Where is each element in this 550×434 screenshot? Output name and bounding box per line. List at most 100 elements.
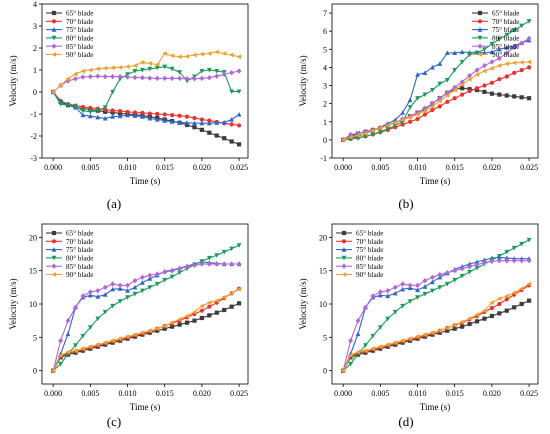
data-point — [429, 288, 435, 294]
data-point — [363, 129, 368, 135]
data-point — [385, 316, 391, 322]
data-point — [80, 333, 86, 339]
x-axis-label: Time (s) — [130, 402, 160, 412]
data-point — [110, 65, 115, 71]
data-point — [117, 73, 123, 80]
data-point — [526, 96, 532, 101]
data-point — [155, 111, 160, 117]
data-point — [504, 74, 509, 79]
data-point — [87, 292, 93, 298]
legend-label: 90° blade — [66, 51, 93, 59]
chart-panel-3: 0.000 0.005 0.010 0.015 0.020 0.025 0 5 10 15 20 Ti… — [298, 223, 539, 412]
data-point — [377, 129, 383, 135]
data-point — [236, 142, 242, 147]
y-tick-label: -1 — [30, 110, 37, 119]
x-tick-label: 0.005 — [371, 389, 389, 398]
data-point — [504, 61, 509, 67]
data-point — [214, 310, 219, 315]
data-point — [229, 261, 235, 267]
data-point — [184, 114, 190, 119]
data-point — [199, 303, 204, 309]
data-point — [73, 104, 78, 109]
data-point — [526, 19, 532, 24]
data-point — [496, 55, 502, 62]
data-point — [87, 113, 93, 119]
data-point — [199, 51, 204, 57]
data-point — [80, 112, 86, 118]
data-point — [154, 117, 160, 122]
x-tick-label: 0.025 — [520, 163, 538, 172]
data-point — [452, 68, 458, 73]
data-point — [65, 317, 71, 324]
x-axis-label: Time (s) — [420, 176, 450, 186]
legend-label: 75° blade — [356, 246, 383, 254]
plot-frame — [41, 3, 249, 159]
series-0 — [51, 89, 242, 147]
data-point — [519, 68, 524, 73]
data-point — [482, 257, 487, 263]
data-point — [192, 76, 197, 82]
legend-label: 65° blade — [66, 10, 93, 18]
y-tick-label: -2 — [30, 132, 37, 141]
data-point — [370, 346, 376, 352]
data-point — [229, 139, 234, 144]
x-tick-label: 0.000 — [334, 163, 352, 172]
legend-label: 80° blade — [492, 35, 519, 43]
data-point — [58, 83, 63, 88]
data-point — [511, 245, 517, 251]
data-point — [169, 66, 175, 72]
data-point — [526, 237, 532, 243]
data-point — [422, 332, 428, 338]
series-5 — [340, 59, 532, 143]
data-point — [102, 65, 108, 71]
data-point — [363, 304, 368, 311]
y-tick-label: 15 — [319, 267, 327, 276]
data-point — [139, 330, 145, 336]
data-point — [519, 301, 524, 307]
data-point — [519, 23, 525, 29]
legend-swatch-marker — [477, 52, 483, 57]
series-1 — [51, 286, 242, 373]
legend-swatch-marker — [477, 43, 483, 49]
data-point — [58, 352, 63, 358]
data-point — [125, 295, 130, 300]
y-tick-label: -1 — [320, 154, 327, 163]
data-point — [236, 123, 242, 128]
data-point — [199, 117, 204, 122]
data-point — [184, 53, 190, 59]
data-point — [526, 59, 532, 65]
legend-label: 70° blade — [356, 238, 383, 246]
data-point — [87, 289, 93, 295]
data-point — [206, 300, 212, 306]
legend-label: 70° blade — [66, 18, 93, 26]
data-point — [415, 112, 420, 117]
data-point — [236, 301, 242, 306]
data-point — [444, 50, 450, 56]
data-point — [110, 286, 116, 292]
data-point — [229, 117, 235, 122]
data-point — [519, 95, 524, 100]
data-point — [184, 320, 190, 325]
data-point — [497, 311, 502, 316]
data-point — [497, 301, 502, 307]
data-point — [73, 343, 78, 348]
data-point — [400, 338, 405, 344]
data-point — [139, 274, 145, 281]
data-point — [147, 115, 153, 121]
legend-label: 75° blade — [66, 246, 93, 254]
data-point — [385, 342, 390, 348]
data-point — [229, 246, 235, 252]
data-point — [474, 312, 480, 318]
data-point — [214, 298, 219, 304]
data-point — [214, 261, 220, 267]
legend-label: 80° blade — [356, 255, 383, 263]
data-point — [489, 313, 494, 319]
data-point — [80, 74, 86, 80]
data-point — [482, 316, 487, 321]
data-point — [348, 361, 353, 367]
y-tick-label: 15 — [29, 267, 37, 276]
data-point — [139, 280, 145, 285]
data-point — [445, 99, 450, 104]
data-point — [154, 62, 160, 67]
data-point — [206, 67, 212, 73]
